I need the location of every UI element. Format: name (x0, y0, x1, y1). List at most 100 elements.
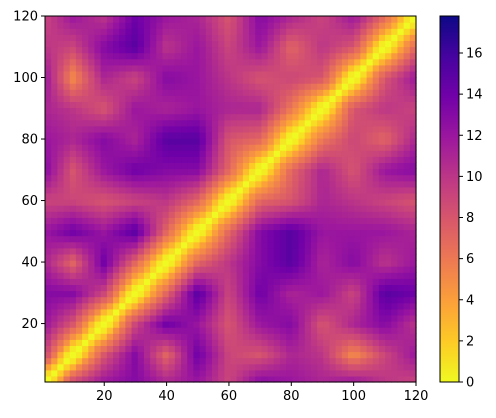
heatmap-cell (279, 89, 287, 96)
heatmap-cell (360, 363, 368, 371)
heatmap-cell (261, 223, 269, 231)
heatmap-cell (273, 211, 281, 218)
heatmap-cell (75, 339, 83, 346)
heatmap-cell (385, 241, 392, 249)
heatmap-cell (378, 16, 386, 23)
heatmap-cell (181, 58, 188, 66)
heatmap-cell (236, 107, 244, 115)
heatmap-cell (391, 278, 399, 285)
heatmap-cell (174, 107, 182, 115)
heatmap-cell (236, 345, 244, 353)
heatmap-cell (323, 89, 331, 96)
heatmap-cell (378, 28, 386, 35)
heatmap-cell (205, 345, 213, 353)
heatmap-cell (403, 333, 411, 340)
heatmap-cell (193, 260, 201, 267)
heatmap-cell (82, 351, 89, 359)
heatmap-cell (131, 22, 139, 29)
heatmap-cell (347, 302, 355, 310)
heatmap-cell (168, 186, 176, 194)
heatmap-cell (385, 260, 392, 267)
heatmap-cell (255, 52, 263, 60)
heatmap-cell (168, 247, 176, 255)
heatmap-cell (230, 70, 238, 78)
heatmap-cell (156, 205, 164, 212)
heatmap-cell (143, 302, 151, 310)
heatmap-cell (385, 168, 392, 176)
heatmap-cell (162, 168, 170, 176)
heatmap-cell (193, 229, 201, 237)
heatmap-cell (249, 369, 256, 377)
heatmap-cell (391, 241, 399, 249)
heatmap-cell (174, 131, 182, 139)
heatmap-cell (137, 58, 145, 66)
heatmap-cell (267, 229, 275, 237)
heatmap-cell (304, 16, 312, 23)
heatmap-cell (267, 113, 275, 121)
heatmap-cell (69, 302, 77, 310)
heatmap-cell (100, 369, 108, 377)
heatmap-cell (273, 22, 281, 29)
heatmap-cell (100, 345, 108, 353)
heatmap-cell (162, 205, 170, 212)
heatmap-cell (310, 278, 318, 285)
heatmap-cell (366, 138, 374, 145)
heatmap-cell (82, 95, 89, 102)
heatmap-cell (119, 125, 126, 133)
heatmap-cell (63, 357, 71, 365)
heatmap-cell (131, 302, 139, 310)
heatmap-cell (187, 28, 194, 35)
heatmap-cell (341, 119, 349, 127)
heatmap-cell (360, 150, 368, 157)
heatmap-cell (354, 308, 361, 316)
heatmap-cell (360, 156, 368, 163)
heatmap-cell (292, 235, 300, 243)
heatmap-cell (174, 70, 182, 78)
heatmap-cell (323, 314, 331, 322)
heatmap-cell (224, 272, 232, 279)
heatmap-cell (403, 131, 411, 139)
heatmap-cell (94, 107, 102, 115)
heatmap-cell (378, 260, 386, 267)
heatmap-cell (397, 290, 405, 298)
heatmap-cell (57, 125, 65, 133)
heatmap-cell (366, 46, 374, 54)
heatmap-cell (131, 174, 139, 182)
heatmap-cell (310, 284, 318, 292)
heatmap-cell (193, 327, 201, 334)
heatmap-cell (255, 375, 263, 383)
heatmap-cell (249, 223, 256, 231)
heatmap-cell (156, 247, 164, 255)
heatmap-cell (119, 314, 126, 322)
heatmap-cell (366, 375, 374, 383)
heatmap-cell (106, 119, 114, 127)
heatmap-cell (249, 113, 256, 121)
heatmap-cell (162, 278, 170, 285)
heatmap-cell (409, 247, 417, 255)
heatmap-cell (403, 101, 411, 109)
heatmap-cell (391, 138, 399, 145)
heatmap-cell (273, 186, 281, 194)
heatmap-cell (354, 89, 361, 96)
heatmap-cell (378, 241, 386, 249)
heatmap-cell (181, 131, 188, 139)
heatmap-cell (298, 211, 306, 218)
heatmap-cell (174, 125, 182, 133)
heatmap-cell (329, 131, 337, 139)
heatmap-cell (162, 260, 170, 267)
heatmap-cell (193, 70, 201, 78)
heatmap-cell (82, 321, 89, 328)
heatmap-cell (273, 302, 281, 310)
heatmap-cell (347, 266, 355, 273)
heatmap-cell (261, 28, 269, 35)
heatmap-cell (279, 333, 287, 340)
heatmap-cell (323, 95, 331, 102)
heatmap-cell (106, 217, 114, 224)
heatmap-cell (378, 107, 386, 115)
heatmap-cell (168, 327, 176, 334)
heatmap-cell (279, 40, 287, 48)
heatmap-cell (366, 296, 374, 304)
heatmap-cell (205, 113, 213, 121)
heatmap-cell (51, 119, 58, 127)
heatmap-cell (317, 22, 324, 29)
